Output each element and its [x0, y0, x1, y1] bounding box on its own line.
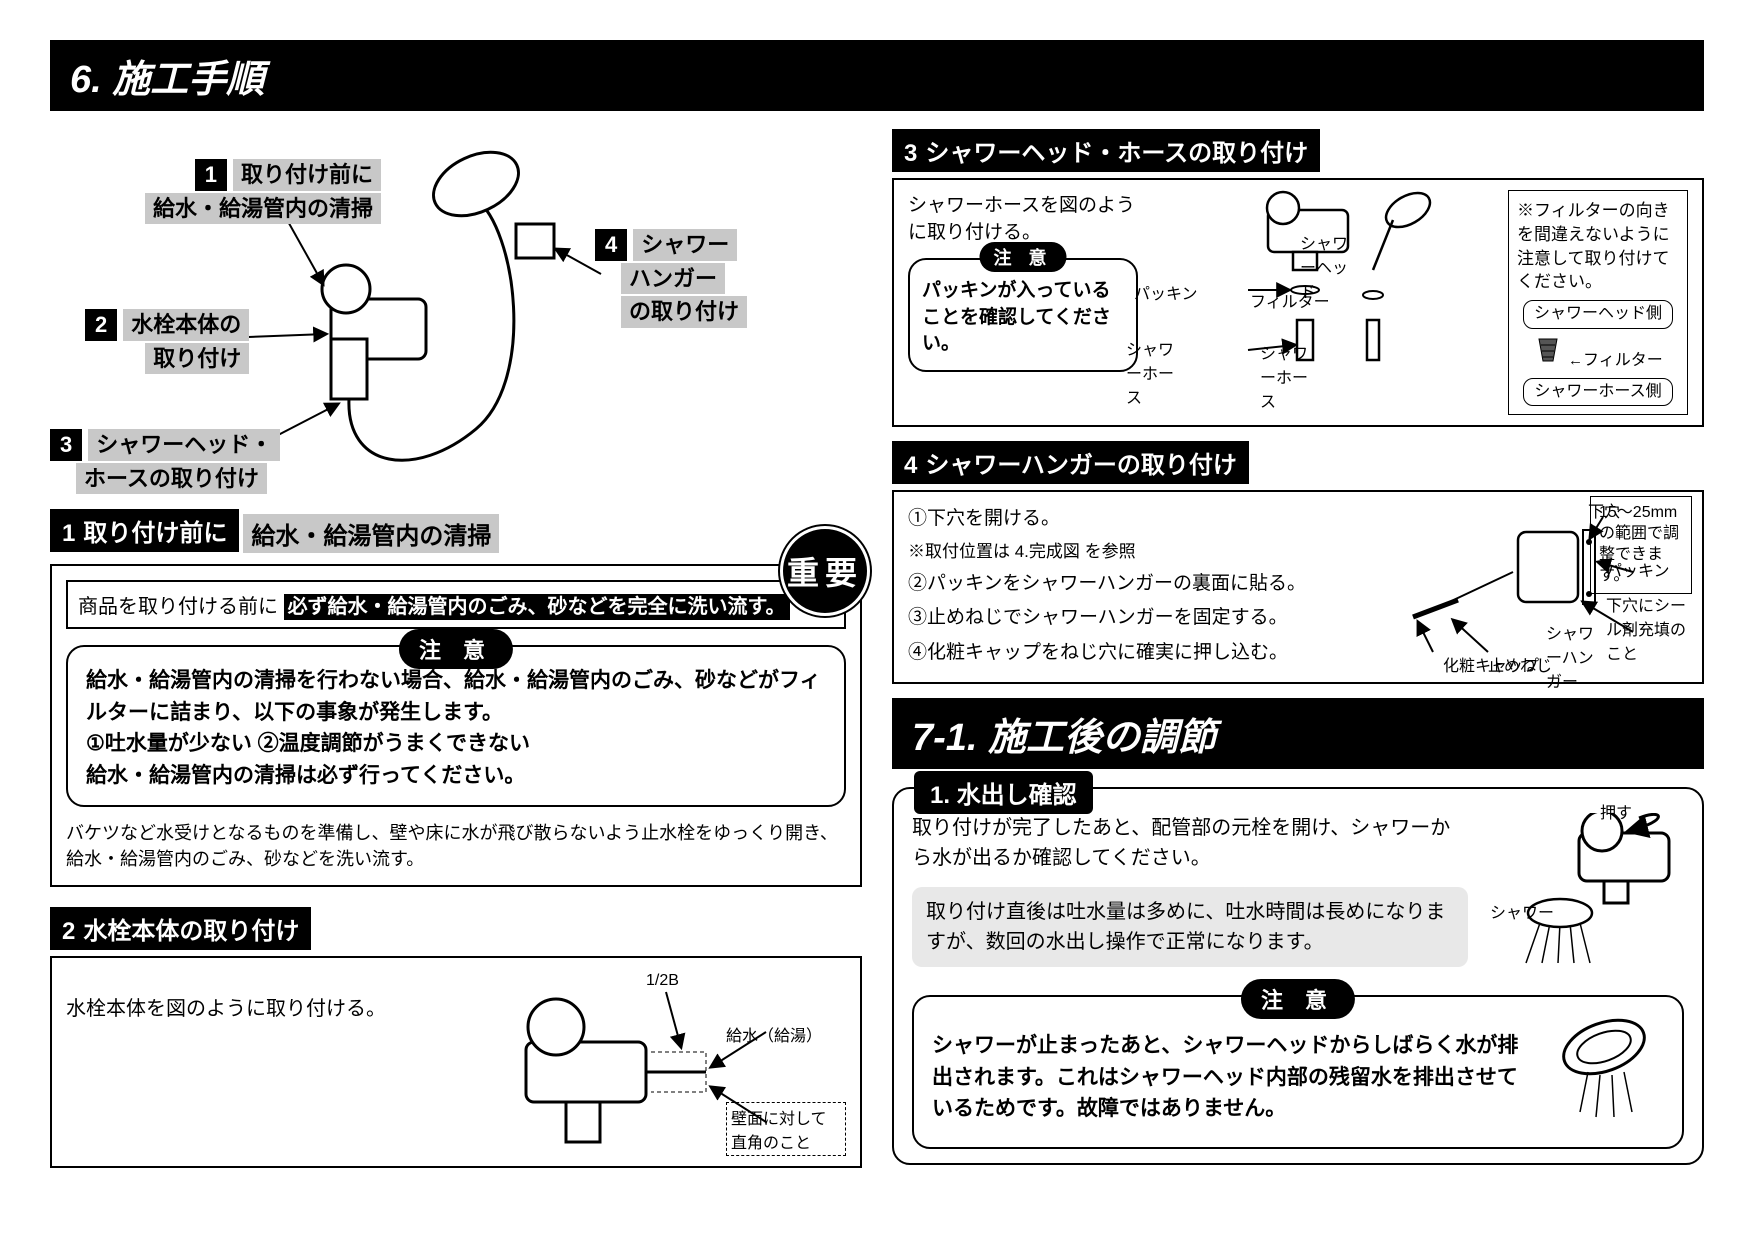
overview-diagram: 1取り付け前に 給水・給湯管内の清掃 2水栓本体の 取り付け 3シャワーヘッド・…: [50, 129, 862, 489]
label-filter: フィルター: [1250, 288, 1330, 312]
section-7-header: 7-1. 施工後の調節: [892, 698, 1704, 769]
sec7-graybox: 取り付け直後は吐水量は多めに、吐水時間は長めになりますが、数回の水出し操作で正常…: [912, 887, 1468, 967]
label-supply: 給水（給湯）: [726, 1022, 822, 1046]
step3-header: 3シャワーヘッド・ホースの取り付け: [892, 129, 1320, 172]
dim-box: 15～25mmの範囲で調整できます。: [1590, 496, 1692, 593]
filter-top-label: シャワーヘッド側: [1523, 300, 1673, 328]
label-push: 押す: [1600, 799, 1632, 823]
callout-1: 1取り付け前に 給水・給湯管内の清掃: [145, 159, 381, 226]
step1-sub: 給水・給湯管内の清掃: [243, 514, 499, 553]
step4-list: ①下穴を開ける。 ※取付位置は 4.完成図 を参照 ②パッキンをシャワーハンガー…: [908, 502, 1374, 669]
label-perp: 壁面に対して直角のこと: [726, 1102, 846, 1156]
step2-header: 2水栓本体の取り付け: [50, 907, 311, 950]
callout-4: 4シャワー ハンガー の取り付け: [595, 229, 747, 330]
step1-box: 重要 商品を取り付ける前に 必ず給水・給湯管内のごみ、砂などを完全に洗い流す。 …: [50, 564, 862, 887]
label-sealant: 下穴にシール剤充填のこと: [1606, 592, 1692, 664]
label-thread: 1/2B: [646, 972, 679, 990]
label-packing: パッキン: [1134, 280, 1198, 304]
section-6-header: 6. 施工手順: [50, 40, 1704, 111]
step3-box: シャワーホースを図のように取り付ける。 注 意 パッキンが入っていることを確認し…: [892, 178, 1704, 427]
filter-note-box: ※フィルターの向きを間違えないように注意して取り付けてください。 シャワーヘッド…: [1508, 190, 1688, 415]
step3-caution: パッキンが入っていることを確認してください。: [922, 278, 1124, 358]
step2-box: 水栓本体を図のように取り付ける。 1/2B 給水（給湯） 壁面に対して直角のこと: [50, 956, 862, 1168]
important-badge: 重要: [780, 526, 870, 616]
step1-header: 1取り付け前に: [50, 509, 239, 552]
sec7-sub: 1. 水出し確認: [914, 771, 1093, 814]
step1-pretext: 商品を取り付ける前に: [78, 596, 278, 618]
filter-bot-label: シャワーホース側: [1523, 378, 1672, 406]
label-screw: 止めねじ: [1488, 652, 1552, 676]
step1-footer: バケツなど水受けとなるものを準備し、壁や床に水が飛び散らないよう止水栓をゆっくり…: [66, 819, 846, 871]
sec7-caution-badge: 注 意: [1241, 979, 1355, 1019]
label-shower: シャワー: [1490, 899, 1554, 923]
callout-2: 2水栓本体の 取り付け: [85, 309, 249, 376]
left-column: 1取り付け前に 給水・給湯管内の清掃 2水栓本体の 取り付け 3シャワーヘッド・…: [50, 129, 862, 1188]
sec7-box: 1. 水出し確認 取り付けが完了したあと、配管部の元栓を開け、シャワーから水が出…: [892, 787, 1704, 1165]
label-hose: シャワーホース: [1126, 336, 1186, 408]
callout-3: 3シャワーヘッド・ ホースの取り付け: [50, 429, 280, 496]
caution-badge: 注 意: [399, 629, 513, 669]
step2-body: 水栓本体を図のように取り付ける。: [66, 972, 446, 1021]
sec7-body1: 取り付けが完了したあと、配管部の元栓を開け、シャワーから水が出るか確認してくださ…: [912, 813, 1468, 873]
step4-box: ①下穴を開ける。 ※取付位置は 4.完成図 を参照 ②パッキンをシャワーハンガー…: [892, 490, 1704, 684]
step1-pretext-b: 必ず給水・給湯管内のごみ、砂などを完全に洗い流す。: [284, 594, 790, 620]
sec7-caution-text: シャワーが止まったあと、シャワーヘッドからしばらく水が排出されます。これはシャワ…: [932, 1030, 1528, 1125]
label-hose2: シャワーホース: [1260, 340, 1316, 412]
step3-body: シャワーホースを図のように取り付ける。: [908, 190, 1138, 244]
label-hanger4: シャワーハンガー: [1546, 620, 1606, 692]
step1-caution-text: 給水・給湯管内の清掃を行わない場合、給水・給湯管内のごみ、砂などがフィルターに詰…: [86, 665, 826, 791]
caution-badge-3: 注 意: [979, 242, 1066, 272]
step4-header: 4シャワーハンガーの取り付け: [892, 441, 1249, 484]
right-column: 3シャワーヘッド・ホースの取り付け シャワーホースを図のように取り付ける。 注 …: [892, 129, 1704, 1188]
